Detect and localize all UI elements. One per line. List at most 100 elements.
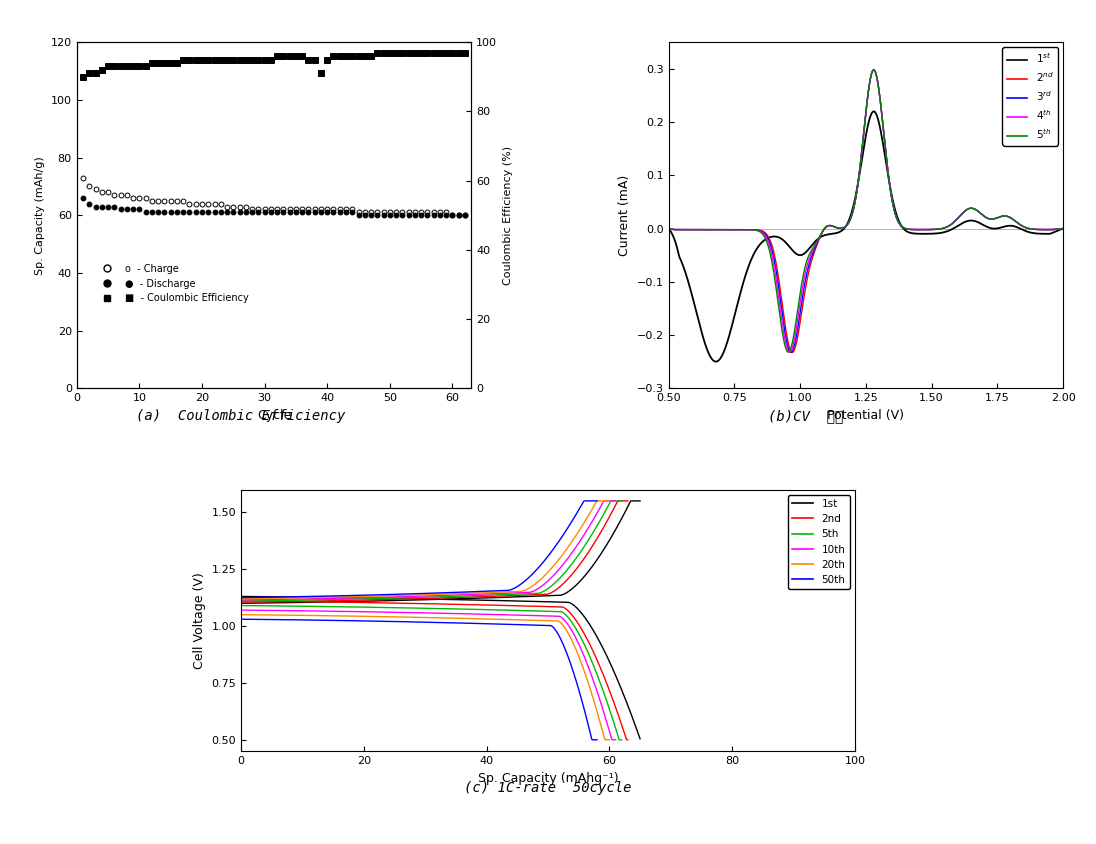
20th bbox=[480, 614, 493, 624]
2$^{nd}$ bbox=[867, 65, 880, 75]
Legend: o  - Charge, ●  - Discharge, ■  - Coulombic Efficiency: o - Charge, ● - Discharge, ■ - Coulombic… bbox=[93, 260, 252, 307]
1st bbox=[470, 595, 483, 605]
50th bbox=[396, 617, 409, 627]
Text: (b)CV  측정: (b)CV 측정 bbox=[768, 409, 843, 424]
Line: 2nd: 2nd bbox=[241, 601, 628, 740]
50th bbox=[235, 614, 248, 625]
4$^{th}$ bbox=[844, 214, 857, 225]
1$^{st}$ bbox=[682, 279, 695, 289]
50th bbox=[327, 615, 340, 625]
10th bbox=[455, 609, 468, 619]
1st bbox=[235, 592, 248, 602]
2$^{nd}$ bbox=[1046, 225, 1059, 235]
Y-axis label: Cell Voltage (V): Cell Voltage (V) bbox=[193, 572, 206, 668]
1$^{st}$ bbox=[854, 163, 867, 173]
10th bbox=[484, 609, 498, 619]
Text: (a)  Coulombic Efficiency: (a) Coulombic Efficiency bbox=[136, 409, 346, 424]
2nd bbox=[235, 596, 248, 606]
20th bbox=[598, 735, 612, 745]
5th bbox=[613, 735, 626, 745]
Line: 3$^{rd}$: 3$^{rd}$ bbox=[669, 70, 1063, 352]
Line: 50th: 50th bbox=[241, 619, 597, 740]
Line: 4$^{th}$: 4$^{th}$ bbox=[669, 70, 1063, 352]
Text: (c) 1C-rate  50cycle: (c) 1C-rate 50cycle bbox=[465, 781, 631, 795]
5th bbox=[301, 601, 315, 611]
2nd bbox=[334, 597, 347, 607]
5th bbox=[459, 604, 472, 614]
5$^{th}$ bbox=[844, 214, 857, 225]
50th bbox=[444, 618, 457, 628]
50th bbox=[503, 619, 516, 630]
Y-axis label: Sp. Capacity (mAh/g): Sp. Capacity (mAh/g) bbox=[35, 156, 45, 274]
4$^{th}$ bbox=[682, 225, 695, 235]
1$^{st}$ bbox=[1046, 228, 1059, 238]
X-axis label: Potential (V): Potential (V) bbox=[827, 408, 904, 422]
Legend: 1st, 2nd, 5th, 10th, 20th, 50th: 1st, 2nd, 5th, 10th, 20th, 50th bbox=[788, 495, 849, 589]
1$^{st}$ bbox=[844, 212, 857, 222]
50th bbox=[585, 735, 598, 745]
5th bbox=[489, 605, 502, 615]
3$^{rd}$ bbox=[854, 157, 867, 167]
5$^{th}$ bbox=[662, 224, 675, 234]
2$^{nd}$ bbox=[973, 208, 986, 218]
4$^{th}$ bbox=[1046, 225, 1059, 235]
20th bbox=[512, 614, 525, 625]
10th bbox=[404, 608, 418, 618]
5$^{th}$ bbox=[1057, 224, 1070, 234]
4$^{th}$ bbox=[1046, 225, 1059, 235]
Line: 1$^{st}$: 1$^{st}$ bbox=[669, 111, 1063, 361]
Line: 5th: 5th bbox=[241, 605, 621, 740]
2$^{nd}$ bbox=[682, 225, 695, 235]
3$^{rd}$ bbox=[973, 208, 986, 218]
50th bbox=[297, 615, 310, 625]
5$^{th}$ bbox=[1046, 225, 1059, 235]
2nd bbox=[526, 601, 539, 611]
1$^{st}$ bbox=[1046, 228, 1059, 238]
2$^{nd}$ bbox=[1046, 225, 1059, 235]
1$^{st}$ bbox=[973, 218, 986, 228]
20th bbox=[235, 609, 248, 619]
5$^{th}$ bbox=[973, 208, 986, 218]
4$^{th}$ bbox=[973, 208, 986, 218]
10th bbox=[300, 606, 313, 616]
4$^{th}$ bbox=[783, 347, 796, 357]
5th bbox=[332, 602, 345, 612]
X-axis label: Sp. Capacity (mAhg⁻¹): Sp. Capacity (mAhg⁻¹) bbox=[478, 771, 618, 785]
20th bbox=[452, 614, 465, 624]
1st bbox=[305, 592, 318, 603]
Line: 20th: 20th bbox=[241, 614, 609, 740]
4$^{th}$ bbox=[662, 224, 675, 234]
50th bbox=[591, 735, 604, 745]
10th bbox=[609, 735, 623, 745]
1$^{st}$ bbox=[662, 224, 675, 234]
2$^{nd}$ bbox=[786, 348, 799, 358]
2nd bbox=[302, 597, 316, 607]
3$^{rd}$ bbox=[1046, 225, 1059, 235]
2nd bbox=[463, 599, 476, 609]
2$^{nd}$ bbox=[662, 224, 675, 234]
2nd bbox=[621, 735, 635, 745]
50th bbox=[472, 619, 486, 629]
1st bbox=[535, 597, 548, 607]
5$^{th}$ bbox=[867, 65, 880, 75]
20th bbox=[329, 611, 342, 621]
X-axis label: Cycle: Cycle bbox=[256, 408, 292, 422]
3$^{rd}$ bbox=[867, 65, 880, 75]
Line: 5$^{th}$: 5$^{th}$ bbox=[669, 70, 1063, 352]
Line: 1st: 1st bbox=[241, 597, 640, 738]
3$^{rd}$ bbox=[1046, 225, 1059, 235]
5$^{th}$ bbox=[1046, 225, 1059, 235]
3$^{rd}$ bbox=[1057, 224, 1070, 234]
2$^{nd}$ bbox=[1057, 224, 1070, 234]
5th bbox=[615, 735, 628, 745]
20th bbox=[299, 610, 312, 620]
1$^{st}$ bbox=[1057, 224, 1070, 234]
10th bbox=[235, 605, 248, 615]
Line: 10th: 10th bbox=[241, 610, 616, 740]
Legend: 1$^{st}$, 2$^{nd}$, 3$^{rd}$, 4$^{th}$, 5$^{th}$: 1$^{st}$, 2$^{nd}$, 3$^{rd}$, 4$^{th}$, … bbox=[1003, 47, 1058, 145]
5th bbox=[235, 600, 248, 610]
5th bbox=[407, 603, 420, 613]
5$^{th}$ bbox=[682, 225, 695, 235]
2$^{nd}$ bbox=[854, 157, 867, 167]
2nd bbox=[620, 735, 633, 745]
